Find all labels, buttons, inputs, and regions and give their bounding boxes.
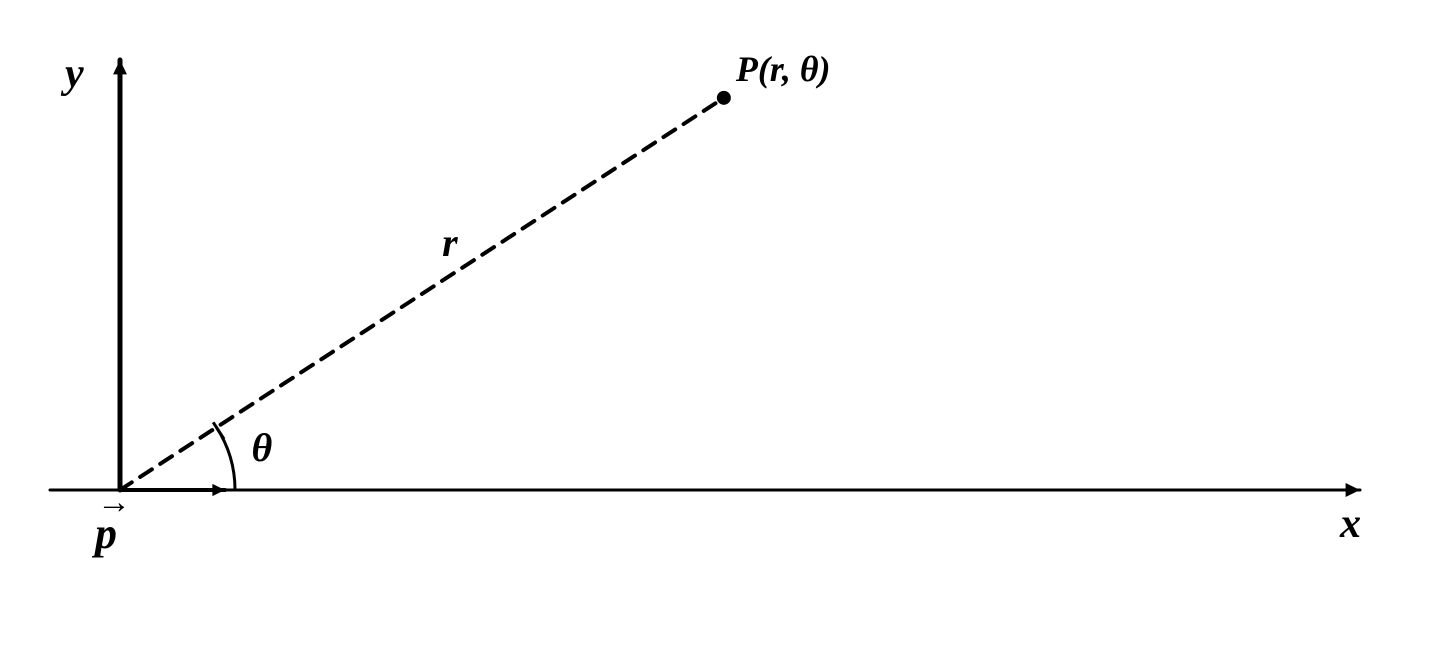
dipole-diagram: y x P(r, θ) r θ → p — [0, 0, 1437, 659]
diagram-canvas — [0, 0, 1437, 659]
r-label: r — [442, 219, 458, 266]
point-p-label: P(r, θ) — [736, 48, 831, 90]
y-axis-label: y — [65, 50, 84, 98]
p-vector-label: → p — [95, 508, 117, 559]
x-axis-label: x — [1340, 500, 1361, 548]
p-vector-arrow-glyph: → — [97, 484, 131, 522]
theta-label: θ — [252, 424, 273, 471]
